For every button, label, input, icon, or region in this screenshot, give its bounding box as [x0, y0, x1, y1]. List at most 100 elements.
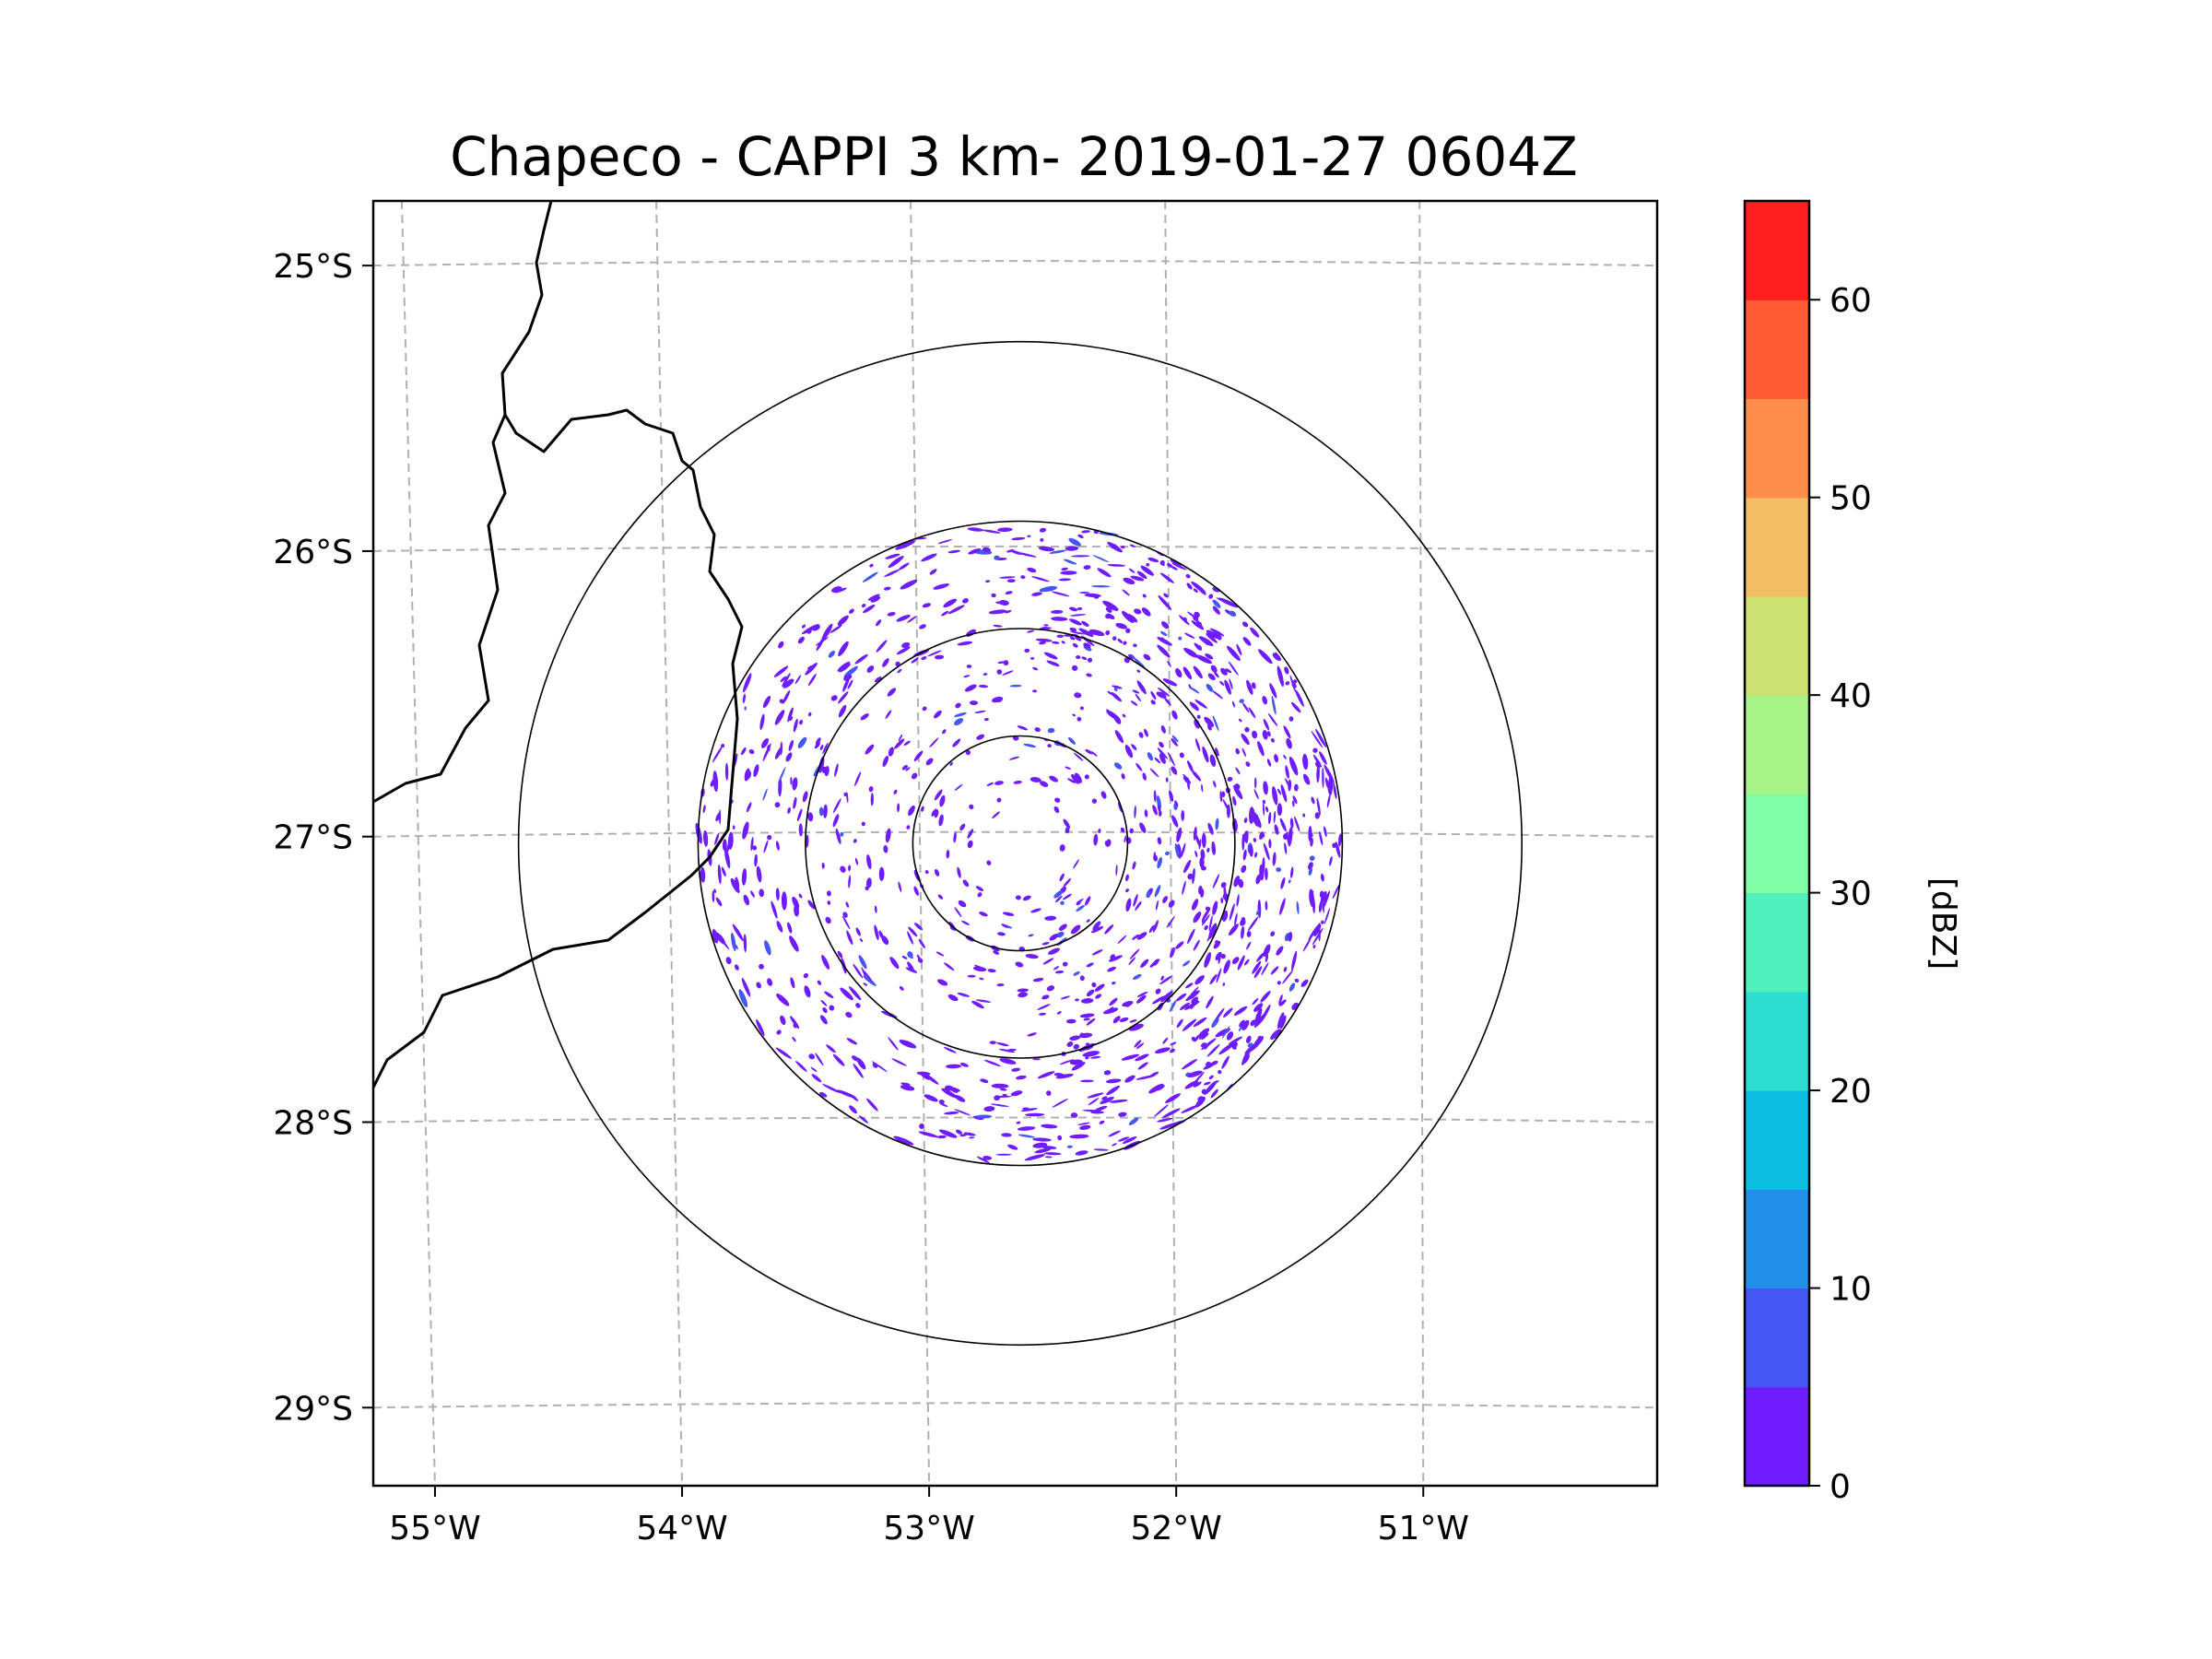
echo-cell	[1302, 753, 1309, 771]
echo-cell	[947, 605, 965, 615]
echo-cell	[1157, 1117, 1173, 1123]
echo-cell	[1046, 1090, 1052, 1096]
echo-cell	[976, 1156, 990, 1164]
colorbar-segment	[1745, 991, 1809, 1091]
echo-cell	[1252, 997, 1259, 1006]
echo-cell	[1318, 900, 1323, 913]
echo-cell	[908, 805, 915, 817]
echo-cell	[1302, 937, 1312, 952]
echo-cell	[1040, 537, 1044, 542]
echo-cell	[793, 718, 798, 733]
parallel-gridline	[373, 1116, 1657, 1124]
echo-cell	[776, 994, 790, 1006]
echo-cell	[820, 999, 828, 1006]
echo-cell	[1030, 777, 1041, 782]
echo-cell	[1322, 767, 1324, 789]
echo-cell	[947, 994, 959, 1002]
echo-cell	[1233, 1006, 1248, 1016]
echo-cell	[1027, 535, 1031, 537]
echo-cell	[1128, 1023, 1144, 1031]
echo-cell	[1149, 1071, 1159, 1077]
echo-cell	[1028, 934, 1034, 937]
echo-cell	[788, 739, 794, 751]
echo-cell	[1016, 1075, 1027, 1080]
echo-cell	[1040, 781, 1049, 787]
echo-cell	[1241, 833, 1245, 851]
echo-cell	[1185, 573, 1191, 579]
echo-cell	[1171, 735, 1179, 743]
echo-cell	[1086, 989, 1095, 997]
echo-cell	[1169, 790, 1174, 802]
echo-cell	[1216, 597, 1233, 606]
echo-cell	[972, 966, 987, 972]
x-tick-label: 54°W	[636, 1510, 727, 1547]
echo-cell	[874, 905, 877, 913]
echo-cell	[1044, 1156, 1053, 1159]
echo-cell	[1285, 681, 1290, 686]
echo-cell	[778, 641, 784, 649]
echo-cell	[1247, 916, 1259, 932]
echo-cell	[1170, 947, 1175, 959]
echo-cell	[1300, 979, 1309, 987]
echo-cell	[1032, 666, 1039, 671]
echo-cell	[1211, 841, 1216, 855]
echo-cell	[898, 734, 903, 742]
echo-cell	[1283, 725, 1291, 739]
echo-cell	[818, 806, 824, 817]
echo-cell	[1108, 1130, 1121, 1137]
colorbar-tick-label: 40	[1830, 677, 1872, 715]
echo-cell	[891, 1058, 907, 1066]
echo-cell	[1061, 641, 1065, 644]
echo-cell	[1246, 931, 1252, 937]
echo-cell	[1265, 867, 1268, 880]
echo-cell	[1257, 741, 1265, 757]
echo-cell	[983, 1059, 1001, 1067]
echo-cell	[1072, 642, 1078, 648]
echo-cell	[1013, 781, 1022, 784]
echo-cell	[1259, 864, 1265, 881]
echo-cell	[754, 853, 758, 867]
echo-cell	[1124, 745, 1134, 759]
echo-cell	[933, 583, 949, 590]
echo-cell	[1124, 835, 1127, 843]
echo-cell	[1241, 1048, 1251, 1065]
echo-cell	[1254, 1007, 1263, 1024]
echo-cell	[967, 974, 976, 978]
echo-cell	[1310, 837, 1313, 847]
echo-cell	[1192, 899, 1199, 911]
echo-cell	[1053, 890, 1064, 899]
echo-cell	[1071, 665, 1078, 671]
echo-cell	[1032, 1058, 1041, 1061]
echo-cell	[1072, 713, 1077, 717]
map-area	[373, 201, 1657, 1486]
echo-cell	[1049, 549, 1066, 554]
echo-cell	[1288, 931, 1293, 942]
echo-cell	[894, 738, 905, 749]
echo-cell	[834, 587, 847, 594]
echo-cell	[1039, 1012, 1046, 1016]
echo-cell	[743, 673, 752, 693]
echo-cell	[787, 922, 793, 934]
echo-cell	[811, 1074, 822, 1083]
colorbar-tick-label: 30	[1830, 876, 1872, 913]
echo-cell	[1092, 555, 1110, 563]
echo-cell	[1114, 730, 1124, 744]
echo-cell	[826, 1044, 836, 1053]
echo-cell	[1057, 1135, 1063, 1141]
echo-cell	[1063, 877, 1072, 888]
echo-cell	[1309, 855, 1315, 862]
echo-cell	[1077, 534, 1084, 539]
echo-cell	[1288, 879, 1291, 884]
echo-cell	[874, 924, 879, 941]
echo-cell	[1191, 620, 1205, 630]
echo-cell	[819, 745, 824, 750]
echo-cell	[1332, 842, 1336, 849]
echo-cell	[1170, 1048, 1175, 1053]
echo-cell	[1075, 772, 1082, 783]
echo-cell	[1088, 629, 1105, 637]
echo-cell	[1288, 982, 1296, 992]
echo-cell	[1193, 588, 1198, 593]
echo-cell	[1253, 1036, 1264, 1047]
echo-cell	[1136, 680, 1147, 695]
